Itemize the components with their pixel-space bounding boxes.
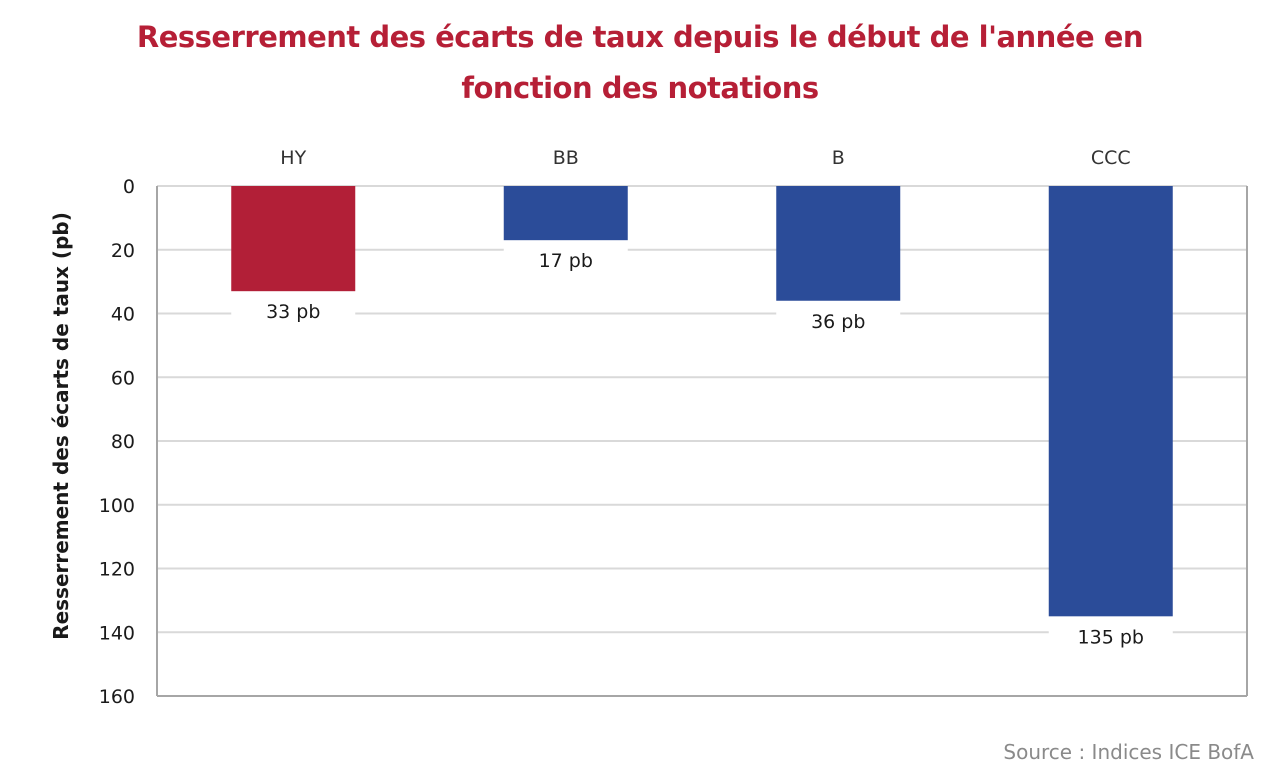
source-note: Source : Indices ICE BofA <box>1003 740 1254 764</box>
bar-b <box>776 186 901 301</box>
data-labels: 33 pb 17 pb 36 pb 135 pb <box>231 244 1173 651</box>
category-label-bb: BB <box>553 147 579 169</box>
y-tick-label: 40 <box>111 304 135 326</box>
bar-bb <box>503 186 628 241</box>
chart-title-line-2: fonction des notations <box>461 71 819 105</box>
data-label-background <box>231 295 356 326</box>
y-tick-label: 140 <box>99 622 135 644</box>
data-label-background <box>776 304 901 335</box>
chart-title-line-1: Resserrement des écarts de taux depuis l… <box>136 20 1144 54</box>
y-tick-label: 100 <box>99 495 135 517</box>
bar-hy <box>231 186 356 292</box>
y-tick-label: 0 <box>123 176 135 198</box>
y-tick-label: 80 <box>111 431 135 453</box>
y-tick-label: 20 <box>111 240 135 262</box>
category-label-b: B <box>832 147 845 169</box>
x-category-labels: HY BB B CCC <box>280 147 1130 169</box>
y-tick-label: 120 <box>99 559 135 581</box>
bar-ccc <box>1048 186 1173 617</box>
data-label-background <box>503 244 628 275</box>
data-label-ccc: 135 pb <box>1078 626 1144 648</box>
y-axis-label: Resserrement des écarts de taux (pb) <box>49 212 73 640</box>
y-tick-label: 160 <box>99 686 135 708</box>
y-tick-label: 60 <box>111 367 135 389</box>
chart-title: Resserrement des écarts de taux depuis l… <box>0 12 1280 114</box>
data-label-bb: 17 pb <box>539 250 593 272</box>
data-label-hy: 33 pb <box>266 301 320 323</box>
category-label-hy: HY <box>280 147 306 169</box>
data-label-background <box>1048 620 1173 651</box>
data-label-b: 36 pb <box>811 311 865 333</box>
bars <box>231 186 1173 617</box>
y-tick-labels: 0 20 40 60 80 100 120 140 160 <box>99 176 135 708</box>
category-label-ccc: CCC <box>1091 147 1131 169</box>
